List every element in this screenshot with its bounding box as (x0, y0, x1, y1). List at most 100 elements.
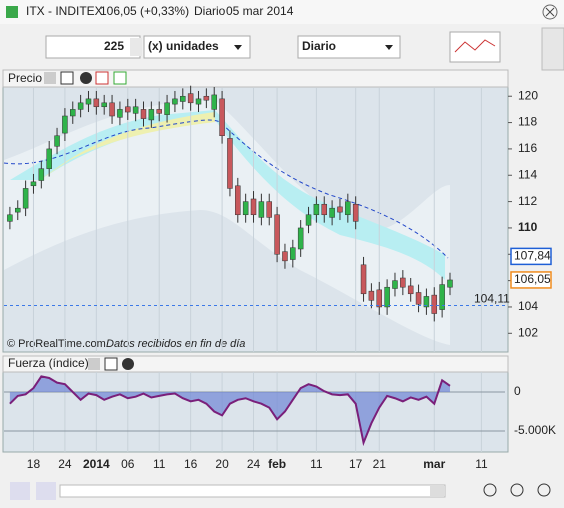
candle-body (70, 109, 76, 117)
x-tick-label: 06 (121, 457, 135, 471)
source: © ProRealTime.com (7, 338, 106, 350)
units-select[interactable] (143, 35, 251, 59)
quantity: 225 (104, 39, 124, 53)
scrollbar[interactable] (59, 484, 446, 498)
candle-body (282, 251, 288, 262)
panel-header (2, 69, 509, 88)
dropdown-arrow (234, 45, 242, 50)
moving-average (3, 119, 449, 259)
candle-body (30, 181, 37, 187)
candle-body (117, 109, 123, 118)
panel-tools[interactable] (44, 71, 127, 85)
candle-body (46, 148, 52, 169)
candle-body (423, 296, 430, 308)
candle-body (132, 106, 139, 114)
y-tick-label: 112 (518, 194, 537, 208)
candle-body (337, 206, 343, 213)
candle-body (62, 115, 68, 134)
x-tick-label: 11 (153, 457, 166, 471)
symbol: ITX - INDITEX (26, 4, 103, 18)
candle-body (164, 102, 170, 115)
x-tick-label: 24 (58, 457, 72, 471)
app-icon (6, 6, 18, 18)
candle-body (125, 106, 131, 113)
candle-body (15, 207, 21, 213)
zoom-tools[interactable] (483, 483, 551, 497)
candle-body (38, 168, 45, 181)
candle-body (140, 109, 147, 119)
candle-body (415, 292, 422, 305)
candle-body (258, 201, 265, 218)
price-label: 106,05 (514, 272, 551, 286)
tool-button[interactable] (10, 482, 30, 500)
candle-body (93, 98, 100, 108)
candle-body (431, 294, 438, 314)
y-tick-label: 116 (518, 141, 537, 155)
scroll-thumb[interactable] (430, 486, 444, 496)
candle-body (392, 280, 398, 289)
envelope (4, 100, 450, 345)
y-tick-label: -5.000K (514, 423, 556, 437)
area (9, 376, 450, 443)
x-tick-label: 20 (215, 457, 229, 471)
x-tick-label: 24 (247, 457, 261, 471)
y-tick-label: 114 (518, 167, 537, 181)
side-button[interactable] (541, 27, 564, 71)
candle-body (447, 279, 453, 288)
price-box (510, 247, 552, 266)
candle-body (187, 93, 194, 104)
close-button[interactable] (542, 4, 558, 20)
quantity-input[interactable] (45, 35, 141, 59)
candle-body (172, 98, 178, 105)
candle-body (85, 98, 92, 105)
candle-body (360, 264, 367, 295)
quote: 106,05 (+0,33%) (100, 4, 189, 18)
strategy-button[interactable] (449, 31, 501, 63)
candle-body (109, 102, 115, 117)
y-tick-label: 110 (518, 220, 538, 234)
price-label: 107,84 (514, 249, 551, 263)
title-bar (0, 0, 564, 24)
candle-body (297, 227, 304, 250)
candle-body (148, 109, 155, 121)
candle-body (7, 214, 13, 222)
tool-button[interactable] (36, 482, 56, 500)
dropdown-arrow (385, 45, 393, 50)
candle-body (211, 94, 217, 110)
x-tick-label: 16 (184, 457, 198, 471)
y-tick-label: 0 (514, 384, 521, 398)
candle-body (22, 188, 29, 209)
candle-body (219, 98, 225, 136)
price-label: 104,11 (474, 292, 510, 306)
candle-body (195, 98, 202, 105)
candle-body (290, 247, 296, 260)
candle-body (266, 201, 272, 218)
candle-body (400, 277, 406, 288)
index-line (9, 375, 451, 447)
x-tick-label: 18 (27, 457, 41, 471)
price-box (510, 271, 552, 289)
candle-body (274, 214, 280, 255)
timeframe-select[interactable] (297, 35, 401, 59)
units: (x) unidades (148, 39, 219, 53)
y-tick-label: 120 (518, 88, 538, 102)
timeframe: Diario (302, 39, 336, 53)
candle-body (352, 203, 359, 222)
candle-body (156, 109, 162, 114)
candle-body (305, 214, 312, 226)
panel-tools[interactable] (88, 357, 134, 371)
band (40, 112, 215, 180)
candle-body (101, 102, 107, 108)
y-tick-label: 104 (518, 299, 538, 313)
candle-body (329, 207, 335, 218)
spinner[interactable] (130, 38, 142, 56)
candle-body (77, 102, 84, 110)
panel-title: Precio (8, 71, 42, 85)
y-tick-label: 102 (518, 325, 538, 339)
candle-body (203, 95, 210, 101)
x-tick-label: 11 (475, 457, 488, 471)
candle-body (384, 286, 390, 308)
candle-body (235, 185, 241, 216)
candle-body (227, 138, 233, 189)
